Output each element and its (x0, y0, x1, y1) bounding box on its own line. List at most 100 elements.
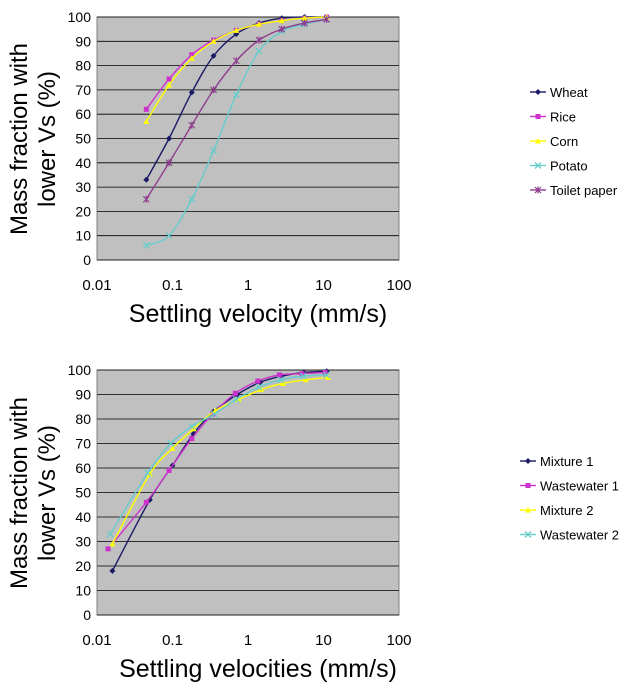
data-point (278, 25, 286, 33)
legend-label: Wastewater 2 (540, 528, 619, 543)
x-tick-label: 0.01 (82, 632, 111, 649)
legend-entry: Corn (530, 134, 578, 149)
data-point (146, 471, 153, 477)
x-tick-label: 100 (386, 277, 411, 294)
y-tick-label: 20 (75, 558, 91, 574)
series-line (107, 371, 326, 550)
legend-label: Mixture 1 (540, 454, 593, 469)
legend-label: Rice (550, 110, 576, 125)
data-point (233, 27, 240, 33)
x-axis-title: Settling velocity (mm/s) (129, 300, 387, 328)
series-wastewater-2 (106, 371, 331, 538)
y-tick-label: 0 (83, 607, 91, 623)
data-point (277, 376, 285, 384)
x-axis-title: Settling velocities (mm/s) (119, 655, 397, 683)
data-point (143, 106, 149, 112)
data-point (256, 21, 263, 27)
data-point (301, 15, 308, 21)
legend-swatch-marker (525, 458, 531, 464)
data-point (165, 232, 173, 240)
x-tick-label: 0.1 (162, 632, 183, 649)
data-point (232, 390, 238, 396)
legend-label: Toilet paper (550, 183, 618, 198)
y-tick-label: 80 (75, 58, 91, 74)
data-point (188, 121, 196, 129)
x-tick-label: 10 (315, 632, 332, 649)
data-point (279, 380, 286, 386)
y-tick-label: 40 (75, 509, 91, 525)
data-point (169, 445, 176, 451)
data-point (143, 499, 149, 505)
data-point (105, 546, 111, 552)
x-tick-label: 10 (315, 277, 332, 294)
data-point (210, 86, 218, 94)
series-wastewater-1 (105, 369, 328, 552)
y-axis-title-line1: Mass fraction with (6, 397, 33, 589)
data-point (143, 176, 150, 183)
data-point (142, 195, 150, 203)
legend-swatch-marker (534, 186, 542, 194)
x-tick-label: 1 (244, 277, 252, 294)
legend-entry: Rice (530, 110, 576, 125)
y-tick-label: 40 (75, 155, 91, 171)
data-point (232, 395, 240, 403)
data-point (165, 159, 173, 167)
y-tick-label: 90 (75, 33, 91, 49)
y-tick-label: 10 (75, 583, 91, 599)
y-tick-label: 50 (75, 485, 91, 501)
y-tick-label: 70 (75, 82, 91, 98)
legend-swatch-marker (524, 531, 532, 538)
legend-swatch-marker (525, 483, 531, 488)
y-tick-label: 30 (75, 534, 91, 550)
legend-swatch-marker (534, 162, 542, 169)
y-axis-title-line2: lower Vs (%) (34, 425, 61, 561)
legend-label: Wheat (550, 85, 588, 100)
y-tick-label: 90 (75, 387, 91, 403)
data-point (255, 378, 261, 384)
legend-entry: Toilet paper (530, 183, 618, 198)
legend-entry: Wastewater 2 (520, 528, 619, 543)
data-point (144, 469, 152, 477)
data-point (302, 376, 309, 383)
legend-label: Potato (550, 159, 588, 174)
y-tick-label: 0 (83, 252, 91, 268)
data-point (322, 369, 328, 375)
y-tick-label: 30 (75, 179, 91, 195)
data-point (109, 540, 116, 547)
legend-swatch-marker (525, 507, 531, 513)
legend-label: Corn (550, 134, 578, 149)
legend-swatch-marker (535, 89, 541, 95)
y-tick-label: 70 (75, 436, 91, 452)
data-point (323, 371, 331, 379)
y-tick-label: 80 (75, 411, 91, 427)
data-point (188, 422, 196, 430)
data-point (299, 372, 307, 380)
data-point (188, 89, 195, 96)
x-tick-label: 1 (244, 632, 252, 649)
data-point (189, 52, 195, 58)
data-point (143, 118, 150, 124)
data-point (210, 411, 216, 417)
y-tick-label: 10 (75, 228, 91, 244)
data-point (189, 436, 195, 442)
legend-entry: Mixture 1 (520, 454, 593, 469)
data-point (278, 17, 285, 24)
data-point (106, 530, 114, 538)
data-point (301, 19, 308, 27)
legend-entry: Mixture 2 (520, 503, 593, 518)
data-point (232, 91, 240, 99)
y-tick-label: 100 (68, 9, 92, 25)
data-point (188, 195, 196, 203)
legend-label: Wastewater 1 (540, 479, 619, 494)
legend-entry: Potato (530, 159, 588, 174)
data-point (188, 55, 195, 61)
data-point (210, 52, 217, 59)
data-point (142, 241, 150, 249)
y-axis-title-line2: lower Vs (%) (34, 71, 61, 207)
x-tick-label: 0.1 (162, 277, 183, 294)
data-point (210, 147, 218, 155)
data-point (299, 371, 305, 377)
y-tick-label: 20 (75, 203, 91, 219)
y-tick-label: 60 (75, 460, 91, 476)
